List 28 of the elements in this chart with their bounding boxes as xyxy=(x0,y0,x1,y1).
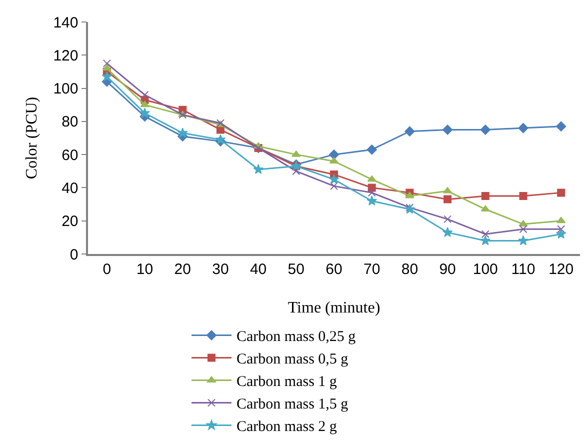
x-tick-label: 100 xyxy=(472,260,498,278)
y-tick-label: 20 xyxy=(62,213,78,230)
x-tick-label: 40 xyxy=(250,260,267,278)
x-tick-label: 120 xyxy=(548,260,574,278)
legend-label: Carbon mass 1,5 g xyxy=(236,396,349,413)
legend-label: Carbon mass 1 g xyxy=(236,374,338,390)
x-tick-label: 30 xyxy=(212,260,229,278)
x-tick-label: 80 xyxy=(401,260,418,278)
y-tick-label: 140 xyxy=(53,14,78,32)
x-tick-label: 60 xyxy=(326,260,342,278)
x-tick-label: 110 xyxy=(511,260,536,278)
x-tick-label: 70 xyxy=(364,260,380,278)
x-tick-label: 20 xyxy=(174,260,191,278)
x-tick-label: 0 xyxy=(102,260,112,278)
legend-label: Carbon mass 0,5 g xyxy=(236,352,349,368)
x-tick-label: 90 xyxy=(439,260,456,278)
y-tick-label: 120 xyxy=(53,47,78,64)
y-tick-label: 40 xyxy=(62,180,78,197)
x-axis-title: Time (minute) xyxy=(288,300,380,316)
y-axis-title: Color (PCU) xyxy=(24,96,41,180)
x-tick-label: 10 xyxy=(136,260,154,278)
y-tick-label: 100 xyxy=(53,80,78,98)
y-tick-label: 60 xyxy=(62,146,78,164)
x-tick-label: 50 xyxy=(288,260,304,278)
legend-label: Carbon mass 2 g xyxy=(236,419,338,436)
legend-label: Carbon mass 0,25 g xyxy=(236,329,356,346)
y-tick-label: 0 xyxy=(70,246,78,264)
y-tick-label: 80 xyxy=(62,114,78,131)
